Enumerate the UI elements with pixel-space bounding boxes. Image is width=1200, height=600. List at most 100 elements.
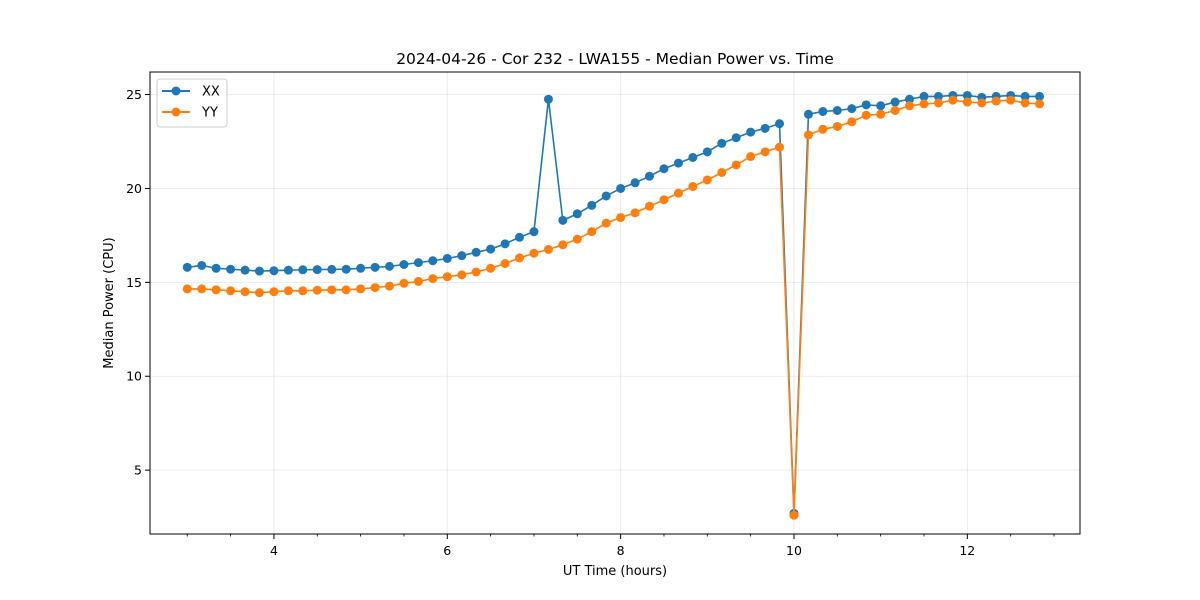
data-point-xx bbox=[283, 265, 293, 275]
data-point-xx bbox=[818, 106, 828, 116]
data-point-yy bbox=[457, 270, 467, 280]
data-point-yy bbox=[442, 272, 452, 282]
data-point-yy bbox=[977, 98, 987, 108]
data-point-yy bbox=[500, 259, 510, 269]
data-point-yy bbox=[919, 99, 929, 109]
legend: XX YY bbox=[156, 78, 228, 128]
data-point-xx bbox=[327, 264, 337, 274]
data-point-yy bbox=[861, 110, 871, 120]
data-point-yy bbox=[601, 218, 611, 228]
series-layer bbox=[182, 90, 1045, 520]
data-point-xx bbox=[428, 256, 438, 266]
data-point-xx bbox=[500, 239, 510, 249]
data-point-xx bbox=[211, 263, 221, 273]
data-point-yy bbox=[356, 284, 366, 294]
data-point-yy bbox=[327, 285, 337, 295]
data-point-xx bbox=[558, 215, 568, 225]
data-point-yy bbox=[688, 182, 698, 192]
data-point-yy bbox=[298, 286, 308, 296]
x-tick-label: 12 bbox=[959, 543, 975, 558]
data-point-yy bbox=[341, 285, 351, 295]
data-point-yy bbox=[197, 284, 207, 294]
data-point-yy bbox=[847, 117, 857, 127]
data-point-xx bbox=[486, 244, 496, 254]
chart-title: 2024-04-26 - Cor 232 - LWA155 - Median P… bbox=[396, 50, 834, 68]
data-point-xx bbox=[514, 232, 524, 242]
data-point-xx bbox=[442, 253, 452, 263]
data-point-yy bbox=[948, 95, 958, 105]
data-point-yy bbox=[962, 97, 972, 107]
data-point-yy bbox=[543, 244, 553, 254]
data-point-xx bbox=[702, 147, 712, 157]
data-point-yy bbox=[370, 283, 380, 293]
data-point-xx bbox=[688, 152, 698, 162]
data-point-yy bbox=[673, 188, 683, 198]
data-point-xx bbox=[413, 258, 423, 268]
y-axis-title: Median Power (CPU) bbox=[102, 237, 117, 368]
data-point-xx bbox=[919, 91, 929, 101]
data-point-xx bbox=[370, 262, 380, 272]
data-point-yy bbox=[775, 142, 785, 152]
data-point-xx bbox=[717, 138, 727, 148]
legend-label-yy: YY bbox=[201, 106, 218, 121]
data-point-xx bbox=[399, 260, 409, 269]
data-point-xx bbox=[269, 266, 279, 276]
data-point-yy bbox=[254, 288, 264, 298]
data-point-yy bbox=[789, 510, 799, 520]
data-point-xx bbox=[341, 264, 351, 274]
data-point-xx bbox=[182, 262, 192, 272]
data-point-yy bbox=[211, 285, 221, 295]
legend-marker-xx bbox=[171, 86, 181, 96]
data-point-xx bbox=[760, 123, 770, 133]
data-point-yy bbox=[399, 278, 409, 288]
data-point-yy bbox=[630, 208, 640, 218]
y-tick-label: 10 bbox=[126, 369, 142, 384]
data-point-yy bbox=[486, 263, 496, 273]
data-point-yy bbox=[269, 287, 279, 297]
x-tick-label: 4 bbox=[270, 543, 278, 558]
data-point-yy bbox=[876, 109, 886, 119]
data-point-yy bbox=[283, 286, 293, 296]
y-tick-label: 20 bbox=[126, 181, 142, 196]
x-tick-label: 10 bbox=[786, 543, 802, 558]
data-point-xx bbox=[905, 94, 915, 104]
data-point-yy bbox=[558, 240, 568, 250]
data-point-xx bbox=[1020, 91, 1030, 101]
data-point-yy bbox=[1006, 95, 1016, 105]
data-point-xx bbox=[933, 91, 943, 101]
data-point-xx bbox=[457, 251, 467, 261]
data-point-xx bbox=[572, 209, 582, 219]
data-point-xx bbox=[673, 158, 683, 168]
x-tick-label: 6 bbox=[443, 543, 451, 558]
data-point-yy bbox=[428, 274, 438, 284]
data-point-xx bbox=[312, 265, 322, 275]
data-point-yy bbox=[760, 147, 770, 157]
y-tick-label: 5 bbox=[134, 463, 142, 478]
data-point-yy bbox=[471, 267, 481, 277]
data-point-xx bbox=[226, 264, 236, 274]
data-point-xx bbox=[731, 133, 741, 143]
y-tick-label: 25 bbox=[126, 87, 142, 102]
data-point-yy bbox=[226, 286, 236, 296]
data-point-yy bbox=[832, 121, 842, 131]
data-point-xx bbox=[356, 263, 366, 273]
x-tick-label: 8 bbox=[617, 543, 625, 558]
data-point-yy bbox=[514, 253, 524, 263]
data-point-xx bbox=[471, 247, 481, 257]
data-point-yy bbox=[312, 285, 322, 295]
data-point-xx bbox=[384, 261, 394, 271]
data-point-yy bbox=[991, 96, 1001, 106]
plot-frame bbox=[149, 71, 1081, 535]
data-point-xx bbox=[630, 178, 640, 188]
data-point-yy bbox=[659, 195, 669, 205]
data-point-yy bbox=[384, 281, 394, 291]
data-point-yy bbox=[818, 124, 828, 134]
y-tick-label: 15 bbox=[126, 275, 142, 290]
data-point-yy bbox=[182, 284, 192, 294]
data-point-xx bbox=[587, 200, 597, 210]
data-point-xx bbox=[876, 101, 886, 111]
legend-label-xx: XX bbox=[202, 85, 220, 100]
data-point-yy bbox=[529, 248, 539, 258]
data-point-yy bbox=[717, 167, 727, 177]
